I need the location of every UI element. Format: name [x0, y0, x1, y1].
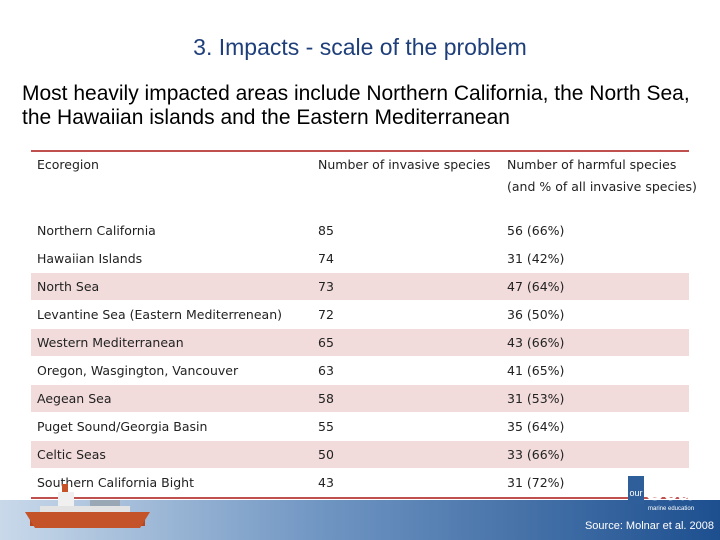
table-row: Levantine Sea (Eastern Mediterrenean) 72… [31, 301, 689, 329]
row-7-harmful: 35 (64%) [507, 419, 565, 434]
row-2-harmful: 47 (64%) [507, 279, 565, 294]
row-3-invasive: 72 [318, 307, 334, 322]
slide-subtitle: Most heavily impacted areas include Nort… [22, 82, 690, 129]
row-4-invasive: 65 [318, 335, 334, 350]
row-2-ecoregion: North Sea [37, 279, 100, 294]
row-7-ecoregion: Puget Sound/Georgia Basin [37, 419, 208, 434]
row-1-harmful: 31 (42%) [507, 251, 565, 266]
table-row: Hawaiian Islands 74 31 (42%) [31, 245, 689, 273]
row-8-ecoregion: Celtic Seas [37, 447, 106, 462]
table-header-row: Ecoregion Number of invasive species Num… [31, 150, 697, 245]
row-3-harmful: 36 (50%) [507, 307, 565, 322]
row-6-ecoregion: Aegean Sea [37, 391, 112, 406]
header-ecoregion: Ecoregion [37, 157, 99, 172]
table-row: Aegean Sea 58 31 (53%) [31, 385, 689, 413]
ship-icon [25, 484, 150, 528]
row-5-ecoregion: Oregon, Wasgington, Vancouver [37, 363, 239, 378]
table-row: Western Mediterranean 65 43 (66%) [31, 329, 689, 357]
row-0-invasive: 85 [318, 223, 334, 238]
table-row: Southern California Bight 43 31 (72%) [31, 469, 689, 497]
logo-prefix: our [629, 488, 642, 498]
row-9-invasive: 43 [318, 475, 334, 490]
logo-text: Sea [646, 476, 693, 506]
ship-banner-image: our Sea marine education [0, 476, 720, 540]
row-5-invasive: 63 [318, 363, 334, 378]
row-1-invasive: 74 [318, 251, 334, 266]
header-harmful: Number of harmful species (and % of all … [507, 157, 697, 194]
header-invasive: Number of invasive species [318, 157, 491, 172]
row-7-invasive: 55 [318, 419, 334, 434]
table-row: Celtic Seas 50 33 (66%) [31, 441, 689, 469]
table-row: North Sea 73 47 (64%) [31, 273, 689, 301]
slide-title: 3. Impacts - scale of the problem [193, 34, 527, 60]
row-6-harmful: 31 (53%) [507, 391, 565, 406]
row-0-harmful: 56 (66%) [507, 223, 565, 238]
table-bottom-rule [31, 497, 689, 499]
row-2-invasive: 73 [318, 279, 334, 294]
ecoregion-table: Ecoregion Number of invasive species Num… [31, 150, 697, 499]
row-5-harmful: 41 (65%) [507, 363, 565, 378]
row-0-ecoregion: Northern California [37, 223, 156, 238]
table-row: Puget Sound/Georgia Basin 55 35 (64%) [31, 413, 689, 441]
row-8-harmful: 33 (66%) [507, 447, 565, 462]
logo-tagline: marine education [648, 506, 694, 512]
row-6-invasive: 58 [318, 391, 334, 406]
row-9-ecoregion: Southern California Bight [37, 475, 194, 490]
row-8-invasive: 50 [318, 447, 334, 462]
row-1-ecoregion: Hawaiian Islands [37, 251, 143, 266]
row-4-harmful: 43 (66%) [507, 335, 565, 350]
oursea-logo: our Sea marine education [628, 476, 694, 512]
row-4-ecoregion: Western Mediterranean [37, 335, 184, 350]
row-9-harmful: 31 (72%) [507, 475, 565, 490]
row-3-ecoregion: Levantine Sea (Eastern Mediterrenean) [37, 307, 283, 322]
table-row: Oregon, Wasgington, Vancouver 63 41 (65%… [31, 357, 689, 385]
source-citation: Source: Molnar et al. 2008 [584, 520, 714, 532]
